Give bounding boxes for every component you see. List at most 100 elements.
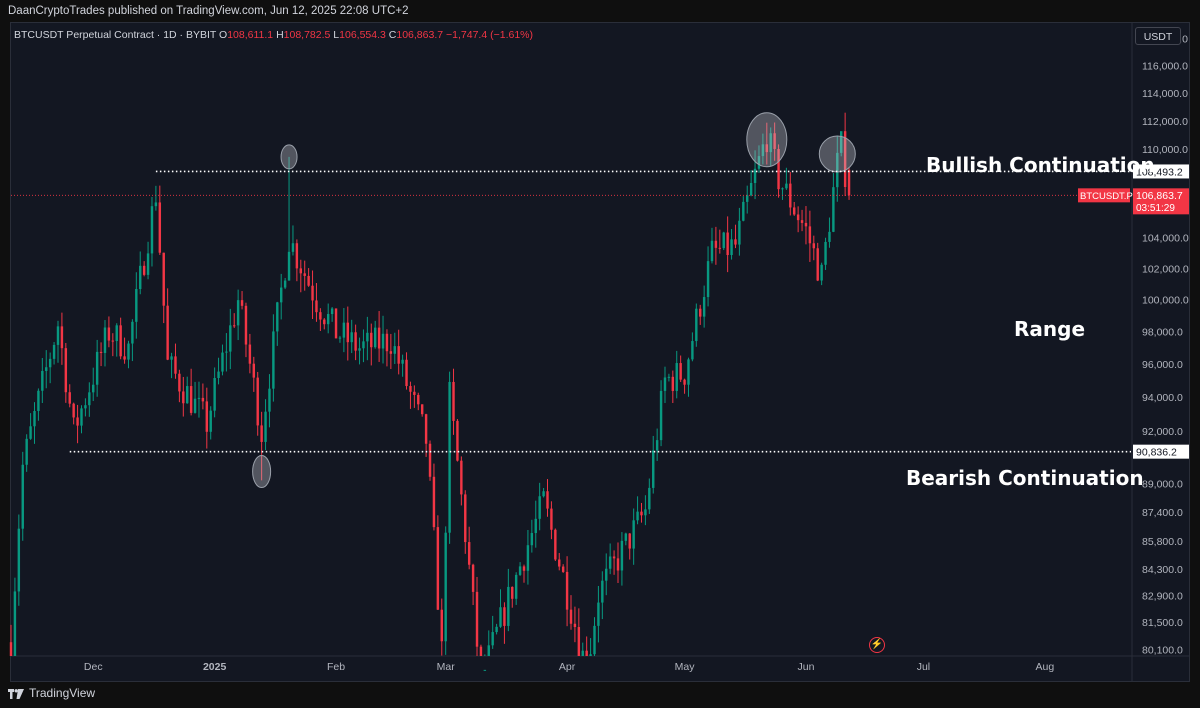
candle-body [484,670,486,671]
candle-body [691,341,693,359]
candle-body [350,332,352,342]
candle-body [104,328,106,353]
candle-body [476,592,478,647]
candle-body [437,527,439,610]
candle-body [96,352,98,385]
candle-body [374,328,376,348]
candle-body [29,426,31,439]
x-tick-label: Jun [797,661,814,673]
candle-body [25,439,27,465]
candle-body [272,331,274,388]
candle-body [593,626,595,654]
candle-body [715,241,717,248]
candle-body [558,560,560,567]
flash-icon[interactable]: ⚡ [869,637,885,653]
x-tick-label: 2025 [203,661,227,673]
candle-body [683,380,685,385]
candle-body [331,308,333,314]
candle-body [268,389,270,412]
y-tick-label: 84,300.0 [1142,564,1183,576]
candle-body [394,346,396,354]
candle-body [805,223,807,226]
candle-body [609,557,611,569]
annotation-bullish: Bullish Continuation [926,153,1155,177]
candle-body [307,276,309,286]
candle-body [801,220,803,223]
candle-body [636,512,638,521]
candle-body [14,591,16,656]
candle-body [425,414,427,444]
candle-body [742,202,744,221]
candle-body [785,184,787,189]
candle-body [566,572,568,610]
candle-body [644,509,646,515]
candle-body [198,398,200,399]
level-price-label: 90,836.2 [1136,446,1177,458]
candle-body [49,359,51,367]
candle-body [327,314,329,324]
candle-body [656,440,658,450]
currency-selector[interactable]: USDT [1135,27,1181,45]
candle-body [687,359,689,384]
candle-body [468,542,470,565]
candle-body [632,520,634,548]
candle-body [585,651,587,656]
candle-body [22,465,24,529]
candle-body [813,243,815,248]
candle-body [182,391,184,403]
candle-body [37,391,39,411]
candle-body [80,408,82,425]
candle-body [213,378,215,411]
candle-body [260,425,262,442]
candle-body [448,382,450,533]
symbol-name: BTCUSDT Perpetual Contract · 1D · BYBIT [14,29,216,41]
candle-body [797,214,799,220]
candle-body [284,281,286,288]
x-tick-label: Mar [437,661,456,673]
x-tick-label: Jul [917,661,930,673]
candle-body [672,377,674,391]
candle-body [339,338,341,339]
tradingview-brand[interactable]: TradingView [8,686,95,700]
candle-body [699,309,701,317]
candle-body [523,566,525,570]
candle-body [362,341,364,348]
y-tick-label: 112,000.0 [1142,116,1188,128]
y-tick-label: 102,000.0 [1142,263,1189,275]
candle-body [452,382,454,421]
candle-body [750,183,752,195]
candle-body [343,323,345,338]
candle-body [676,363,678,391]
countdown-label: 03:51:29 [1136,203,1175,214]
candle-body [464,494,466,542]
candle-body [793,207,795,214]
candle-body [159,202,161,252]
y-tick-label: 114,000.0 [1142,88,1188,100]
candle-body [300,268,302,273]
candle-body [233,325,235,326]
change-value: −1,747.4 (−1.61%) [446,29,533,41]
candle-body [824,242,826,265]
candle-body [202,398,204,401]
highlight-ellipse [281,145,297,169]
candle-body [734,239,736,244]
candle-body [237,300,239,325]
candle-body [127,344,129,360]
candle-body [629,533,631,548]
candle-body [194,399,196,413]
candle-body [382,334,384,349]
candle-body [401,360,403,364]
candle-body [276,302,278,331]
candle-body [554,530,556,560]
candle-body [166,306,168,360]
x-tick-label: Feb [327,661,345,673]
candle-body [848,170,850,196]
y-tick-label: 89,000.0 [1142,478,1183,490]
candle-body [480,647,482,656]
candle-body [84,405,86,408]
annotation-bearish: Bearish Continuation [906,466,1144,490]
candle-body [405,360,407,386]
y-tick-label: 85,800.0 [1142,536,1183,548]
candle-body [217,372,219,378]
